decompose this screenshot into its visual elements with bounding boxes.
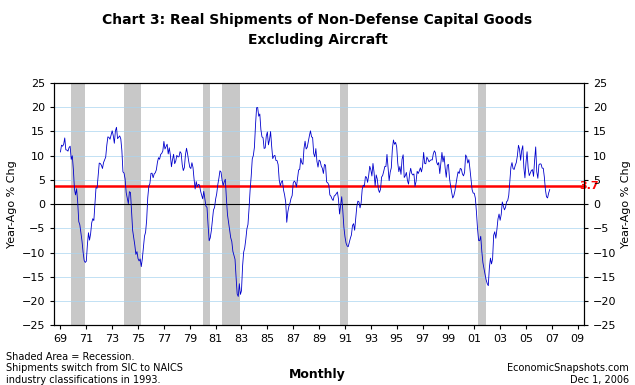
Text: Shaded Area = Recession.
Shipments switch from SIC to NAICS
industry classificat: Shaded Area = Recession. Shipments switc… <box>6 352 184 385</box>
Bar <box>124 83 141 325</box>
Bar <box>203 83 210 325</box>
Text: Monthly: Monthly <box>289 368 346 381</box>
Y-axis label: Year-Ago % Chg: Year-Ago % Chg <box>7 160 17 248</box>
Bar <box>478 83 486 325</box>
Text: Chart 3: Real Shipments of Non-Defense Capital Goods: Chart 3: Real Shipments of Non-Defense C… <box>102 13 533 27</box>
Text: 3.7: 3.7 <box>579 181 599 191</box>
Bar <box>222 83 241 325</box>
Text: Excluding Aircraft: Excluding Aircraft <box>248 33 387 47</box>
Bar <box>71 83 85 325</box>
Bar <box>340 83 348 325</box>
Y-axis label: Year-Ago % Chg: Year-Ago % Chg <box>621 160 631 248</box>
Text: EconomicSnapshots.com
Dec 1, 2006: EconomicSnapshots.com Dec 1, 2006 <box>507 363 629 385</box>
